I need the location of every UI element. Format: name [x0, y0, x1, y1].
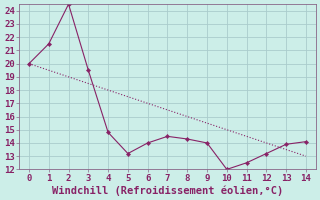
- X-axis label: Windchill (Refroidissement éolien,°C): Windchill (Refroidissement éolien,°C): [52, 185, 283, 196]
